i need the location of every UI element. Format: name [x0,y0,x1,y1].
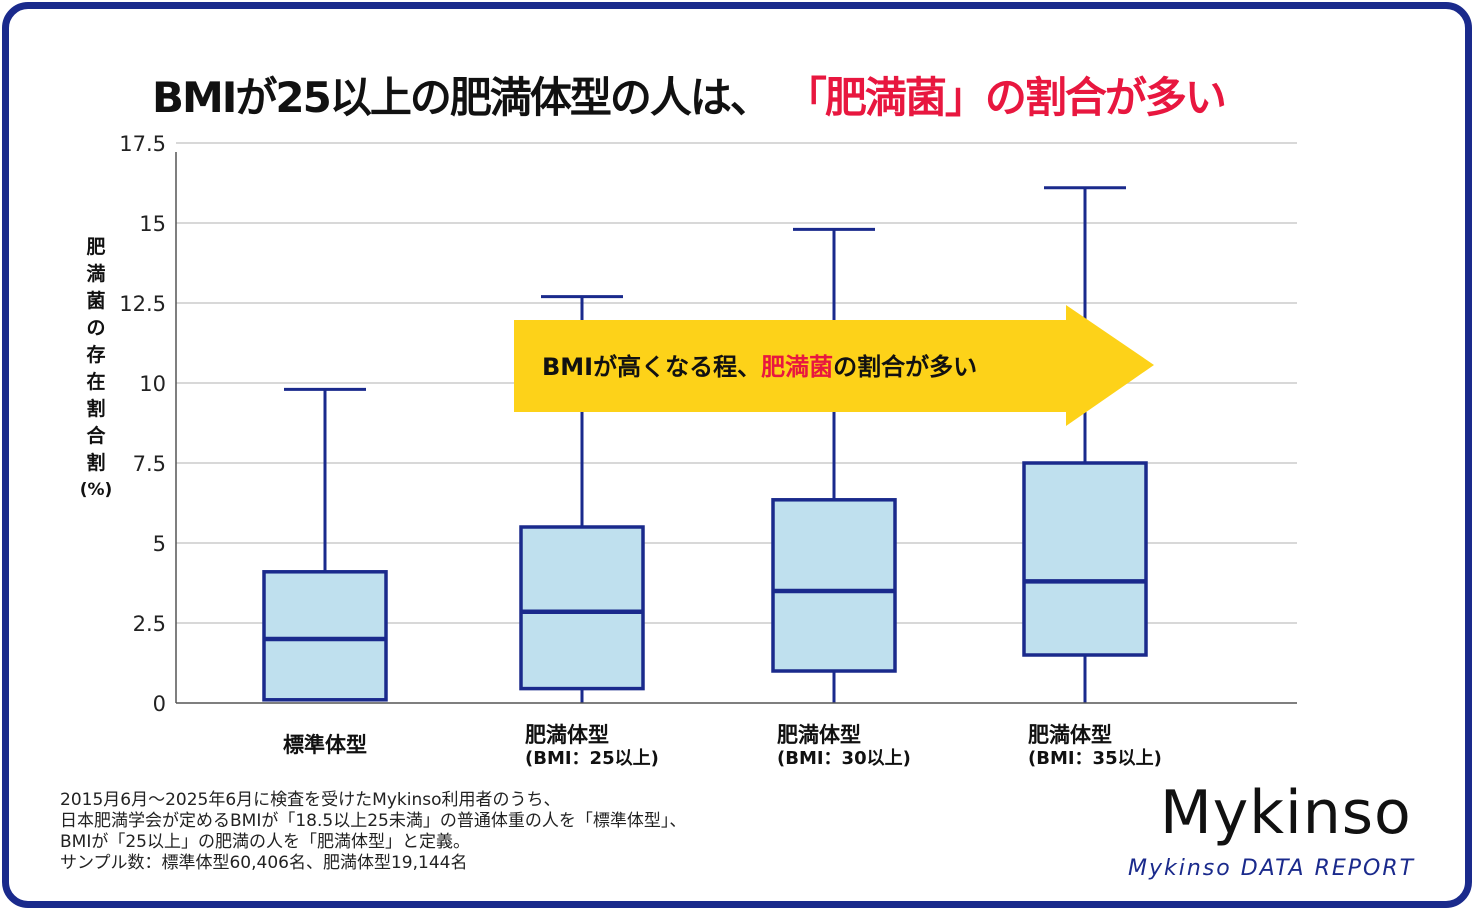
x-category-labels: 標準体型 肥満体型(BMI：25以上)肥満体型(BMI：30以上)肥満体型(BMI… [283,723,1162,769]
x-category-sublabel: (BMI：25以上) [525,748,659,769]
y-tick-labels: 0 2.5 5 7.5 10 12.5 15 17.5 [119,132,166,716]
y-axis-label-char: 合 [86,425,106,447]
iqr-box [519,525,645,691]
y-axis-label-char: 肥 [86,236,106,258]
footnote-line: 日本肥満学会が定めるBMIが「18.5以上25未満」の普通体重の人を「標準体型」… [60,811,687,831]
y-tick-label: 7.5 [133,452,166,476]
title-main: BMIが25以上の肥満体型の人は、 [152,73,772,122]
y-axis-label-char: 割 [86,398,106,420]
y-tick-label: 12.5 [119,292,166,316]
y-tick-label: 10 [139,372,166,396]
y-axis-label-char: 菌 [86,290,106,312]
y-axis-label-char: の [86,317,106,339]
y-axis-label: 肥 満 菌 の 存 在 割 合 割 (%) [78,234,114,504]
y-tick-label: 15 [139,212,166,236]
y-tick-label: 5 [153,532,166,556]
x-category-label: 肥満体型 [1028,723,1112,747]
footnote: 2015月6月～2025年6月に検査を受けたMykinso利用者のうち、 日本肥… [60,790,686,874]
box-plot-group [1022,186,1148,703]
x-category-sublabel: (BMI：35以上) [1028,748,1162,769]
title-highlight: 「肥満菌」の割合が多い [805,73,1227,122]
data-report-label: Mykinso DATA REPORT [1128,856,1416,881]
iqr-box [771,498,897,673]
y-axis-label-char: 満 [86,263,106,285]
box-plot-group [771,227,897,703]
y-axis-label-char: 存 [86,344,106,366]
y-axis-label-char: 在 [86,371,106,393]
box-plot-group [519,295,645,703]
mykinso-logo: Mykinso [1160,778,1412,848]
footnote-line: BMIが「25以上」の肥満の人を「肥満体型」と定義。 [60,832,470,852]
footnote-line: 2015月6月～2025年6月に検査を受けたMykinso利用者のうち、 [60,790,561,810]
x-category-label: 肥満体型 [777,723,861,747]
iqr-box [262,570,388,702]
trend-arrow-text: BMIが高くなる程、肥満菌の割合が多い [542,353,977,381]
trend-arrow: BMIが高くなる程、肥満菌の割合が多い [514,305,1154,426]
x-category-sublabel: (BMI：30以上) [777,748,911,769]
y-axis-unit: (%) [79,480,113,500]
trend-arrow-shape [514,305,1154,426]
y-tick-label: 17.5 [119,132,166,156]
footnote-line: サンプル数：標準体型60,406名、肥満体型19,144名 [60,853,468,873]
arrow-text-pre: BMIが高くなる程、 [542,353,761,381]
y-tick-label: 0 [153,692,166,716]
arrow-text-post: の割合が多い [833,353,977,381]
box-plot-group [262,387,388,702]
iqr-box [1022,461,1148,657]
arrow-text-highlight: 肥満菌 [761,353,833,381]
boxes [262,186,1148,703]
y-tick-label: 2.5 [133,612,166,636]
x-category-label: 肥満体型 [525,723,609,747]
y-axis-label-char: 割 [86,452,106,474]
x-category-label: 標準体型 [283,733,367,757]
chart-title: BMIが25以上の肥満体型の人は、 「肥満菌」の割合が多い [152,64,1227,125]
